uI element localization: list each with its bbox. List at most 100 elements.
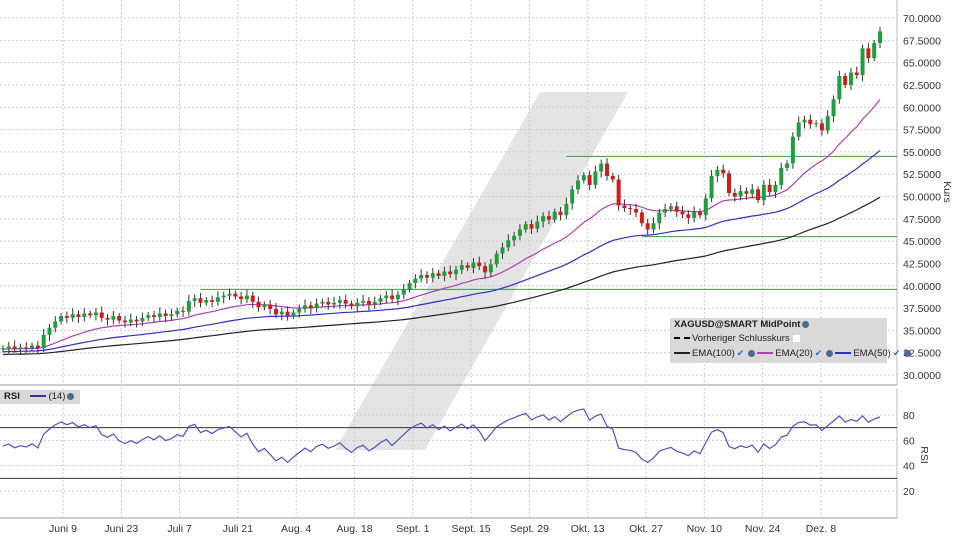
candle-body <box>279 311 284 315</box>
rsi-tick-label: 60 <box>903 435 915 447</box>
candle <box>744 187 749 200</box>
candle <box>395 290 400 306</box>
candle <box>645 218 650 235</box>
y-tick-label: 42.5000 <box>903 258 941 270</box>
globe-icon[interactable] <box>802 320 810 328</box>
globe-icon[interactable] <box>826 349 834 357</box>
candle <box>349 300 354 310</box>
candle <box>599 159 604 178</box>
candle-body <box>517 229 522 236</box>
candle <box>564 197 569 220</box>
ema50-swatch <box>835 352 852 355</box>
y-tick-label: 45.0000 <box>903 236 941 248</box>
candle <box>157 307 162 321</box>
candle-body <box>175 310 180 315</box>
candle-body <box>215 297 220 302</box>
x-tick-label: Okt. 13 <box>571 523 605 535</box>
x-tick-label: Juni 9 <box>49 523 77 535</box>
legend-prev-close-row: Vorheriger Schlusskurs <box>670 332 887 346</box>
candle <box>181 306 186 317</box>
candle <box>291 309 296 320</box>
candle-body <box>692 211 697 218</box>
candle <box>285 306 290 321</box>
x-tick-label: Sept. 1 <box>396 523 429 535</box>
candle <box>610 172 615 183</box>
candle-body <box>744 191 749 194</box>
candle <box>790 132 795 169</box>
checkbox-icon[interactable] <box>792 334 800 342</box>
candle <box>198 292 203 308</box>
candle <box>767 178 772 196</box>
candle-body <box>349 303 354 307</box>
candle-body <box>128 319 133 323</box>
candle-body <box>761 184 766 201</box>
candle <box>488 259 493 277</box>
candle <box>419 269 424 283</box>
candle-body <box>500 247 505 254</box>
candle-body <box>686 214 691 218</box>
candle-body <box>668 206 673 209</box>
candle-body <box>239 296 244 300</box>
y-tick-label: 57.5000 <box>903 125 941 137</box>
candle-body <box>535 221 540 229</box>
globe-icon[interactable] <box>904 349 912 357</box>
candle-body <box>785 163 790 168</box>
candle <box>24 342 29 353</box>
candle-body <box>773 184 778 193</box>
globe-icon[interactable] <box>748 349 756 357</box>
candle <box>622 199 627 212</box>
candle <box>41 328 46 353</box>
candle-body <box>564 203 569 216</box>
candle-body <box>343 300 348 304</box>
candle-body <box>709 175 714 199</box>
candle <box>773 181 778 199</box>
candle <box>82 308 87 322</box>
candle <box>407 279 412 293</box>
candle-body <box>628 208 633 210</box>
candle-body <box>651 223 656 230</box>
candle <box>88 310 93 319</box>
candle <box>378 295 383 305</box>
candle <box>215 291 220 306</box>
candle <box>273 302 278 319</box>
candle-body <box>878 31 882 43</box>
candle <box>47 323 52 341</box>
candle-body <box>738 191 743 197</box>
candle <box>122 316 127 328</box>
legend-title-row: XAGUSD@SMART MidPoint <box>670 318 887 332</box>
candle-body <box>814 123 819 125</box>
candle-body <box>512 235 517 241</box>
candle <box>390 289 395 303</box>
candle-body <box>111 316 116 320</box>
candle <box>738 185 743 201</box>
candle <box>837 70 842 104</box>
candle-body <box>337 300 342 303</box>
candle-body <box>82 313 87 317</box>
check-icon[interactable]: ✔ <box>814 348 823 358</box>
candle <box>152 310 157 323</box>
candle-body <box>24 347 29 349</box>
globe-icon[interactable] <box>67 392 75 400</box>
dashed-line-swatch <box>674 337 690 340</box>
y-tick-label: 62.5000 <box>903 80 941 92</box>
y-tick-label: 32.5000 <box>903 348 941 360</box>
candle-body <box>186 300 191 312</box>
candle <box>628 204 633 215</box>
chart-legend: XAGUSD@SMART MidPoint Vorheriger Schluss… <box>670 318 912 363</box>
check-icon[interactable]: ✔ <box>892 348 901 358</box>
candle <box>221 291 226 304</box>
candle <box>12 340 17 353</box>
candle-body <box>320 301 325 304</box>
y-tick-label: 55.0000 <box>903 147 941 159</box>
candle <box>750 184 755 199</box>
candle <box>192 294 197 307</box>
candle <box>372 296 377 310</box>
check-icon[interactable]: ✔ <box>736 348 745 358</box>
x-tick-label: Dez. 8 <box>806 523 837 535</box>
candle <box>686 210 691 224</box>
candle-body <box>204 300 209 303</box>
candle-body <box>872 42 877 59</box>
rsi-tick-label: 40 <box>903 461 915 473</box>
candle-body <box>18 347 23 350</box>
